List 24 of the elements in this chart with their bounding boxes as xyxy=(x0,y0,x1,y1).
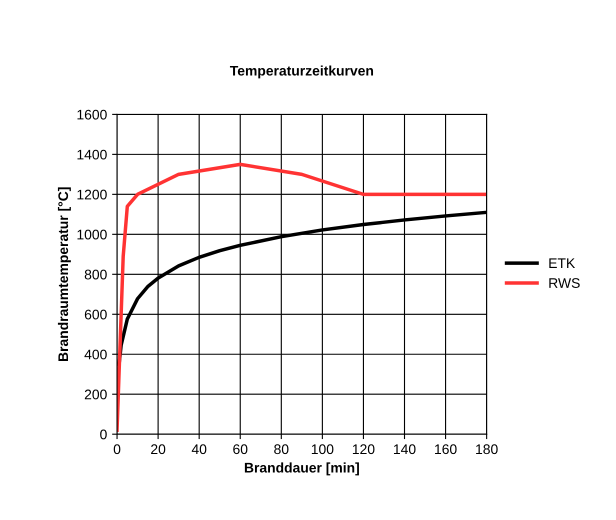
y-tick-label: 800 xyxy=(84,270,107,280)
x-tick-label: 180 xyxy=(476,444,498,454)
y-tick-label: 200 xyxy=(84,390,107,400)
y-tick-label: 1200 xyxy=(77,190,107,200)
y-tick-label: 1400 xyxy=(77,150,107,160)
y-tick-label: 400 xyxy=(84,350,107,360)
x-tick-label: 20 xyxy=(151,444,166,454)
x-tick-label: 100 xyxy=(312,444,334,454)
y-tick-label: 0 xyxy=(100,430,107,440)
legend-label: ETK xyxy=(549,258,576,268)
x-axis-title: Branddauer [min] xyxy=(244,462,359,476)
x-tick-label: 120 xyxy=(352,444,374,454)
y-tick-label: 600 xyxy=(84,310,107,320)
x-tick-label: 80 xyxy=(274,444,288,454)
y-axis-title: Brandraumtemperatur [°C] xyxy=(58,187,71,362)
x-tick-label: 40 xyxy=(192,444,206,454)
y-tick-label: 1000 xyxy=(77,230,107,240)
x-tick-label: 160 xyxy=(435,444,457,454)
x-tick-label: 140 xyxy=(394,444,416,454)
legend-label: RWS xyxy=(549,278,580,288)
y-tick-label: 1600 xyxy=(77,110,107,120)
chart-title: Temperaturzeitkurven xyxy=(230,65,374,78)
x-tick-label: 0 xyxy=(114,444,120,454)
x-tick-label: 60 xyxy=(233,444,248,454)
